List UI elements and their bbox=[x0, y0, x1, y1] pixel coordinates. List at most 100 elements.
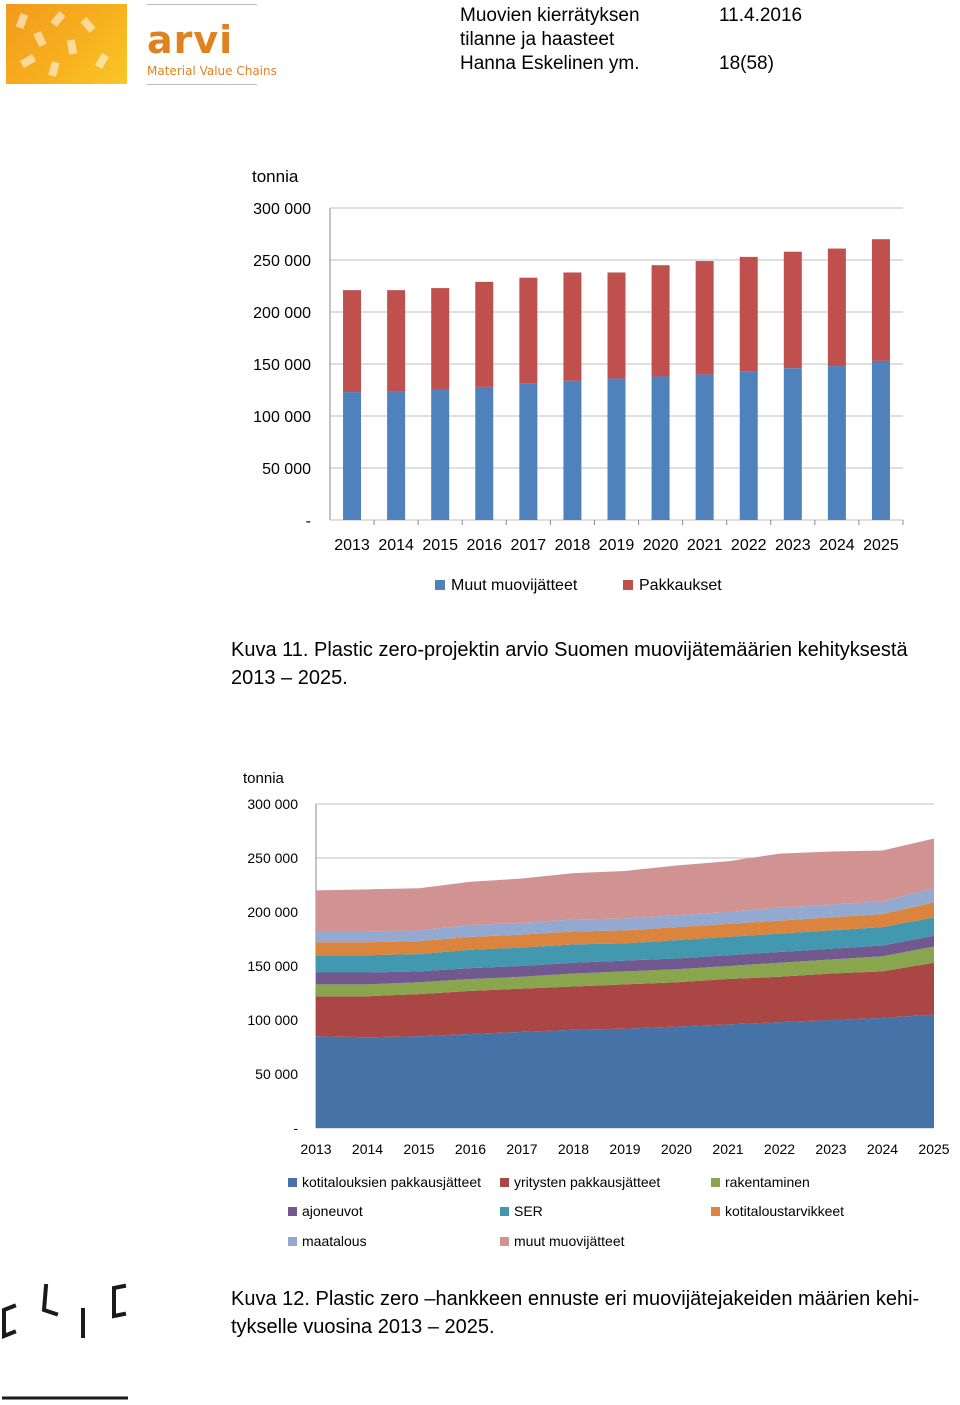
legend-swatch bbox=[435, 580, 445, 590]
y-tick-label: 250 000 bbox=[247, 850, 298, 866]
bar-segment bbox=[827, 366, 846, 520]
figure12-caption-line2: tykselle vuosina 2013 – 2025. bbox=[231, 1316, 495, 1338]
area-series bbox=[316, 917, 934, 973]
x-tick-label: 2018 bbox=[558, 1141, 589, 1157]
y-tick-label: 50 000 bbox=[262, 461, 311, 478]
bar-segment bbox=[431, 288, 450, 389]
x-tick-label: 2024 bbox=[819, 537, 855, 554]
bar-segment bbox=[871, 360, 890, 520]
x-tick-label: 2022 bbox=[764, 1141, 795, 1157]
bar-segment bbox=[783, 368, 802, 520]
bar-segment bbox=[519, 277, 538, 384]
bar-segment bbox=[475, 386, 494, 520]
bar-segment bbox=[519, 383, 538, 520]
legend-swatch bbox=[500, 1237, 509, 1246]
legend-swatch bbox=[288, 1178, 297, 1187]
area-series bbox=[316, 902, 934, 956]
legend-swatch bbox=[500, 1207, 509, 1216]
logo-bottom-rule bbox=[147, 84, 257, 85]
doc-title-line1: Muovien kierrätyksen bbox=[460, 5, 640, 26]
x-tick-label: 2025 bbox=[863, 537, 899, 554]
bar-segment bbox=[387, 391, 406, 520]
x-tick-label: 2023 bbox=[815, 1141, 846, 1157]
figure11-caption-line1: Kuva 11. Plastic zero-projektin arvio Su… bbox=[231, 639, 908, 661]
area-chart-waste-fractions: tonnia - 50 000 100 000 150 000 200 000 250 00… bbox=[243, 770, 950, 1249]
area-series bbox=[316, 962, 934, 1038]
y-tick-label: 300 000 bbox=[247, 796, 298, 812]
arrows-pattern-icon bbox=[15, 11, 109, 77]
x-tick-label: 2016 bbox=[466, 537, 502, 554]
bar-segment bbox=[695, 374, 714, 520]
legend-label: maatalous bbox=[302, 1233, 367, 1249]
area-series bbox=[316, 935, 934, 985]
bar-segment bbox=[343, 392, 362, 520]
y-tick-label: 250 000 bbox=[253, 253, 311, 270]
page-number: 18(58) bbox=[719, 53, 774, 74]
x-tick-label: 2023 bbox=[775, 537, 811, 554]
legend-swatch bbox=[288, 1237, 297, 1246]
legend-label: yritysten pakkausjätteet bbox=[514, 1174, 660, 1190]
legend-swatch bbox=[711, 1178, 720, 1187]
x-tick-label: 2016 bbox=[455, 1141, 486, 1157]
x-tick-label: 2020 bbox=[643, 537, 679, 554]
legend-label: rakentaminen bbox=[725, 1174, 810, 1190]
legend-label: muut muovijätteet bbox=[514, 1233, 625, 1249]
x-tick-label: 2021 bbox=[687, 537, 723, 554]
y-tick-label: 200 000 bbox=[253, 305, 311, 322]
x-tick-label: 2024 bbox=[867, 1141, 898, 1157]
x-tick-label: 2015 bbox=[422, 537, 458, 554]
doc-title-line2: tilanne ja haasteet bbox=[460, 29, 615, 50]
area-series bbox=[316, 946, 934, 997]
bar-segment bbox=[607, 272, 626, 379]
area-series bbox=[316, 888, 934, 943]
y-tick-label: 100 000 bbox=[253, 409, 311, 426]
y-tick-label: - bbox=[306, 513, 311, 530]
arvi-logo-tile bbox=[6, 4, 127, 84]
figure11-caption-line2: 2013 – 2025. bbox=[231, 667, 348, 689]
y-tick-label: 150 000 bbox=[253, 357, 311, 374]
bar-segment bbox=[651, 376, 670, 520]
x-tick-label: 2015 bbox=[403, 1141, 434, 1157]
legend-label: kotitaloustarvikkeet bbox=[725, 1203, 844, 1219]
bar-chart-plastic-waste: tonnia - 50 000 100 000 150 000 200 000 250 00… bbox=[252, 167, 904, 594]
doc-date: 11.4.2016 bbox=[719, 5, 803, 26]
legend-label: SER bbox=[514, 1203, 543, 1219]
x-tick-label: 2022 bbox=[731, 537, 767, 554]
bar-segment bbox=[475, 281, 494, 387]
bar-segment bbox=[563, 380, 582, 520]
bar-segment bbox=[739, 371, 758, 520]
clic-logo-icon bbox=[2, 1283, 128, 1400]
bar-segment bbox=[387, 290, 406, 392]
bar-segment bbox=[651, 265, 670, 377]
bar-segment bbox=[695, 261, 714, 375]
legend-label: Pakkaukset bbox=[639, 577, 722, 594]
legend-label: Muut muovijätteet bbox=[451, 577, 578, 594]
bar-segment bbox=[607, 378, 626, 520]
x-tick-label: 2019 bbox=[609, 1141, 640, 1157]
x-tick-label: 2021 bbox=[712, 1141, 743, 1157]
legend-swatch bbox=[288, 1207, 297, 1216]
y-tick-label: 50 000 bbox=[255, 1066, 298, 1082]
bar-segment bbox=[827, 248, 846, 367]
x-tick-label: 2014 bbox=[378, 537, 414, 554]
arvi-logo: arvi Material Value Chains bbox=[147, 4, 277, 86]
x-tick-label: 2025 bbox=[918, 1141, 949, 1157]
bar-segment bbox=[871, 239, 890, 361]
x-tick-label: 2019 bbox=[599, 537, 635, 554]
y-tick-label: - bbox=[293, 1120, 298, 1136]
legend-label: ajoneuvot bbox=[302, 1203, 363, 1219]
y-tick-label: 150 000 bbox=[247, 958, 298, 974]
x-tick-label: 2017 bbox=[511, 537, 547, 554]
x-tick-label: 2017 bbox=[506, 1141, 537, 1157]
bar-segment bbox=[343, 290, 362, 393]
doc-authors: Hanna Eskelinen ym. bbox=[460, 53, 640, 74]
legend-swatch bbox=[711, 1207, 720, 1216]
legend-label: kotitalouksien pakkausjätteet bbox=[302, 1174, 481, 1190]
y-tick-label: 100 000 bbox=[247, 1012, 298, 1028]
logo-top-rule bbox=[147, 4, 257, 5]
x-tick-label: 2014 bbox=[352, 1141, 383, 1157]
bar-segment bbox=[563, 272, 582, 381]
y-tick-label: 300 000 bbox=[253, 201, 311, 218]
y-axis-title: tonnia bbox=[252, 167, 299, 186]
x-tick-label: 2020 bbox=[661, 1141, 692, 1157]
